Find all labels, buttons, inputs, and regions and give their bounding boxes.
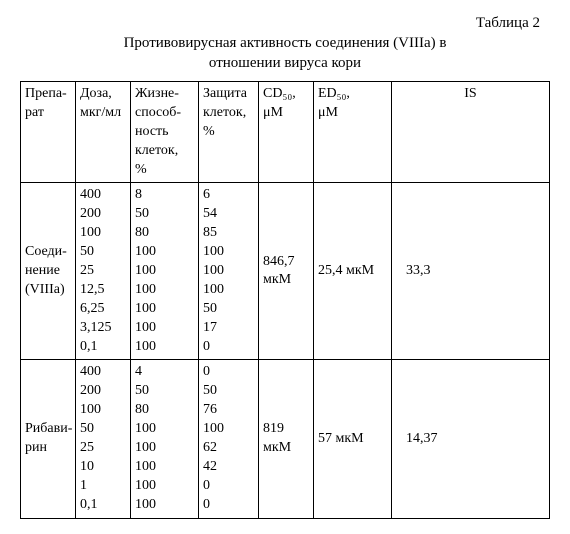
value: 50 xyxy=(135,382,194,401)
value: 17 xyxy=(203,319,254,338)
value: 6 xyxy=(203,186,254,205)
value: 54 xyxy=(203,205,254,224)
cell-ed50: 57 мкМ xyxy=(314,360,392,518)
value: 200 xyxy=(80,382,126,401)
value: 80 xyxy=(135,224,194,243)
h-protection: Защитаклеток,% xyxy=(199,82,259,183)
h-ed50: ED₅₀,μM xyxy=(314,82,392,183)
value: 80 xyxy=(135,401,194,420)
value: 200 xyxy=(80,205,126,224)
cell-protection: 6548510010010050170 xyxy=(199,183,259,360)
cell-ed50: 25,4 мкМ xyxy=(314,183,392,360)
h-prep: Препа-рат xyxy=(21,82,76,183)
table-label: Таблица 2 xyxy=(20,15,540,32)
value: 10 xyxy=(80,458,126,477)
cell-is: 33,3 xyxy=(392,183,550,360)
cell-viability: 45080100100100100100 xyxy=(131,360,199,518)
cell-prep: Соеди-нение(VIIIa) xyxy=(21,183,76,360)
cell-cd50: 819мкМ xyxy=(259,360,314,518)
value: 0 xyxy=(203,338,254,357)
value: 50 xyxy=(203,300,254,319)
value: 100 xyxy=(135,300,194,319)
value: 76 xyxy=(203,401,254,420)
value: 100 xyxy=(135,338,194,357)
value: 6,25 xyxy=(80,300,126,319)
value: 100 xyxy=(135,477,194,496)
value: 100 xyxy=(80,401,126,420)
value: 62 xyxy=(203,439,254,458)
value: 100 xyxy=(203,262,254,281)
value: 100 xyxy=(135,420,194,439)
cell-prep: Рибави-рин xyxy=(21,360,76,518)
value: 0,1 xyxy=(80,338,126,357)
antiviral-table: Препа-рат Доза,мкг/мл Жизне-способ-ность… xyxy=(20,81,550,519)
value: 4 xyxy=(135,363,194,382)
value: 25 xyxy=(80,439,126,458)
value: 25 xyxy=(80,262,126,281)
value: 3,125 xyxy=(80,319,126,338)
value: 50 xyxy=(203,382,254,401)
title-line1: Противовирусная активность соединения (V… xyxy=(124,35,447,51)
cell-dose: 400200100502512,56,253,1250,1 xyxy=(76,183,131,360)
value: 100 xyxy=(203,420,254,439)
cell-cd50: 846,7мкМ xyxy=(259,183,314,360)
cell-is: 14,37 xyxy=(392,360,550,518)
title-line2: отношении вируса кори xyxy=(209,55,361,71)
value: 400 xyxy=(80,186,126,205)
h-dose: Доза,мкг/мл xyxy=(76,82,131,183)
value: 100 xyxy=(203,281,254,300)
value: 100 xyxy=(135,281,194,300)
header-row: Препа-рат Доза,мкг/мл Жизне-способ-ность… xyxy=(21,82,550,183)
h-cd50: CD₅₀,μM xyxy=(259,82,314,183)
table-title: Противовирусная активность соединения (V… xyxy=(20,34,550,73)
cell-dose: 40020010050251010,1 xyxy=(76,360,131,518)
h-is: IS xyxy=(392,82,550,183)
cell-viability: 85080100100100100100100 xyxy=(131,183,199,360)
table-row: Рибави-рин40020010050251010,145080100100… xyxy=(21,360,550,518)
h-viability: Жизне-способ-ностьклеток,% xyxy=(131,82,199,183)
value: 85 xyxy=(203,224,254,243)
value: 12,5 xyxy=(80,281,126,300)
value: 100 xyxy=(135,262,194,281)
value: 0 xyxy=(203,363,254,382)
value: 100 xyxy=(203,243,254,262)
value: 100 xyxy=(135,458,194,477)
value: 50 xyxy=(80,243,126,262)
value: 8 xyxy=(135,186,194,205)
value: 0,1 xyxy=(80,496,126,515)
value: 0 xyxy=(203,477,254,496)
value: 100 xyxy=(135,243,194,262)
value: 50 xyxy=(135,205,194,224)
cell-protection: 05076100624200 xyxy=(199,360,259,518)
table-body: Соеди-нение(VIIIa)400200100502512,56,253… xyxy=(21,183,550,518)
value: 50 xyxy=(80,420,126,439)
value: 42 xyxy=(203,458,254,477)
value: 100 xyxy=(135,319,194,338)
value: 400 xyxy=(80,363,126,382)
value: 100 xyxy=(135,496,194,515)
value: 0 xyxy=(203,496,254,515)
table-row: Соеди-нение(VIIIa)400200100502512,56,253… xyxy=(21,183,550,360)
value: 100 xyxy=(80,224,126,243)
value: 100 xyxy=(135,439,194,458)
value: 1 xyxy=(80,477,126,496)
